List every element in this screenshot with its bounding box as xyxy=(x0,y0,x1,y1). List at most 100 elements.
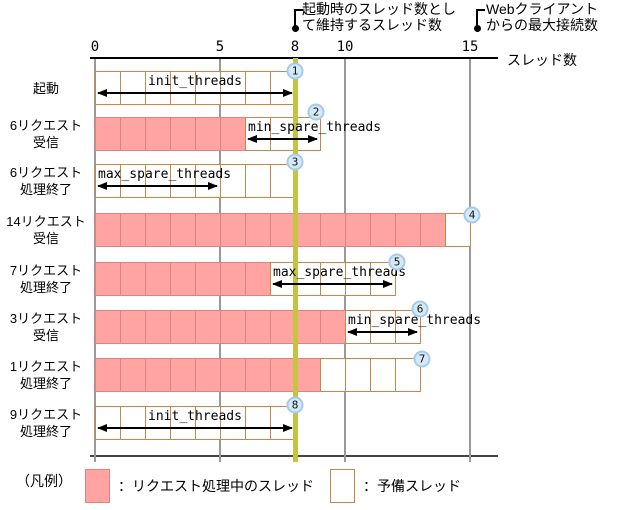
row-label-line: 7リクエスト xyxy=(9,263,83,278)
row-label: 3リクエスト 受信 xyxy=(2,308,90,346)
busy-thread-cell xyxy=(120,310,146,344)
callout-bracket-line xyxy=(477,9,485,11)
arrow-head-left-icon xyxy=(97,89,107,97)
row-label: 6リクエスト 処理終了 xyxy=(2,162,90,200)
busy-thread-cell xyxy=(245,358,271,392)
busy-thread-cell xyxy=(195,262,221,296)
x-axis-title: スレッド数 xyxy=(507,52,577,68)
callout-bracket-line xyxy=(295,9,303,11)
row-label-line: 起動 xyxy=(32,80,59,96)
spare-thread-cell xyxy=(120,71,146,105)
busy-thread-cell xyxy=(295,213,321,247)
arrow-head-right-icon xyxy=(408,328,418,336)
spare-thread-cell xyxy=(320,358,346,392)
spare-thread-cell xyxy=(120,406,146,440)
callout-text-line: Webクライアント xyxy=(486,1,598,17)
busy-thread-cell xyxy=(220,117,246,151)
busy-thread-cell xyxy=(120,117,146,151)
callout-anchor-dot xyxy=(292,25,299,32)
callout-text-line: 起動時のスレッド数とし xyxy=(302,1,456,17)
arrow-head-left-icon xyxy=(272,280,282,288)
busy-thread-cell xyxy=(195,213,221,247)
busy-thread-cell xyxy=(170,262,196,296)
callout-bracket-line xyxy=(476,9,478,27)
busy-thread-cell xyxy=(170,117,196,151)
busy-thread-cell xyxy=(95,262,121,296)
arrow-head-right-icon xyxy=(383,280,393,288)
spare-thread-cell xyxy=(170,164,196,198)
axis-tick-label: 5 xyxy=(215,39,225,55)
annotation-label: min_spare_threads xyxy=(248,120,382,135)
grid-line xyxy=(94,59,96,462)
spare-thread-cell xyxy=(270,262,296,296)
legend-busy-label: ：リクエスト処理中のスレッド xyxy=(118,478,314,494)
step-marker: 3 xyxy=(286,153,304,171)
range-arrow-line xyxy=(248,138,317,140)
spare-thread-cell xyxy=(95,71,121,105)
arrow-head-left-icon xyxy=(97,424,107,432)
busy-thread-cell xyxy=(195,358,221,392)
spare-thread-cell xyxy=(370,358,396,392)
step-marker: 4 xyxy=(463,206,481,224)
busy-thread-cell xyxy=(220,310,246,344)
arrow-head-left-icon xyxy=(247,135,257,143)
spare-thread-cell xyxy=(270,117,296,151)
spare-thread-cell xyxy=(145,164,171,198)
legend-title: （凡例） xyxy=(16,473,72,489)
spare-thread-cell xyxy=(220,164,246,198)
range-arrow-line xyxy=(273,283,392,285)
annotation-label: init_threads xyxy=(148,409,242,424)
busy-thread-cell xyxy=(295,310,321,344)
axis-tick-label: 8 xyxy=(290,39,300,55)
step-marker: 5 xyxy=(388,253,406,271)
row-label-line: 3リクエスト xyxy=(9,311,83,326)
step-marker: 6 xyxy=(411,300,429,318)
annotation-label: max_spare_threads xyxy=(273,265,407,280)
spare-thread-cell xyxy=(220,71,246,105)
range-arrow-line xyxy=(98,427,292,429)
spare-thread-cell xyxy=(245,164,271,198)
grid-line xyxy=(219,59,221,462)
spare-thread-cell xyxy=(170,406,196,440)
row-label: 1リクエスト 処理終了 xyxy=(2,356,90,394)
row-label-line: 処理終了 xyxy=(19,280,72,295)
busy-thread-cell xyxy=(420,213,446,247)
callout-keep-threads: 起動時のスレッド数とし て維持するスレッド数 xyxy=(302,1,456,33)
spare-thread-cell xyxy=(345,358,371,392)
row-label-line: 処理終了 xyxy=(19,182,72,197)
busy-thread-cell xyxy=(220,262,246,296)
annotation-label: init_threads xyxy=(148,74,242,89)
row-label-line: 6リクエスト xyxy=(9,118,83,133)
grid-line xyxy=(469,59,471,462)
busy-thread-cell xyxy=(195,117,221,151)
callout-anchor-dot xyxy=(474,25,481,32)
range-arrow-line xyxy=(98,92,292,94)
row-label-line: 14リクエスト xyxy=(6,214,86,229)
spare-thread-cell xyxy=(220,406,246,440)
busy-thread-cell xyxy=(95,358,121,392)
callout-text-line: て維持するスレッド数 xyxy=(302,17,442,33)
busy-thread-cell xyxy=(95,117,121,151)
busy-thread-cell xyxy=(270,310,296,344)
busy-thread-cell xyxy=(245,310,271,344)
arrow-head-left-icon xyxy=(97,182,107,190)
arrow-head-right-icon xyxy=(208,182,218,190)
spare-thread-cell xyxy=(195,71,221,105)
spare-thread-cell xyxy=(145,71,171,105)
spare-thread-cell xyxy=(195,164,221,198)
busy-thread-cell xyxy=(170,310,196,344)
busy-thread-cell xyxy=(170,358,196,392)
arrow-head-left-icon xyxy=(347,328,357,336)
spare-thread-cell xyxy=(320,262,346,296)
busy-thread-cell xyxy=(395,213,421,247)
arrow-head-right-icon xyxy=(283,89,293,97)
spare-thread-cell xyxy=(145,406,171,440)
arrow-head-right-icon xyxy=(283,424,293,432)
busy-thread-cell xyxy=(145,262,171,296)
row-label-line: 受信 xyxy=(32,135,59,150)
busy-thread-cell xyxy=(345,213,371,247)
busy-thread-cell xyxy=(320,213,346,247)
busy-thread-cell xyxy=(95,310,121,344)
legend-busy-swatch xyxy=(85,469,110,503)
